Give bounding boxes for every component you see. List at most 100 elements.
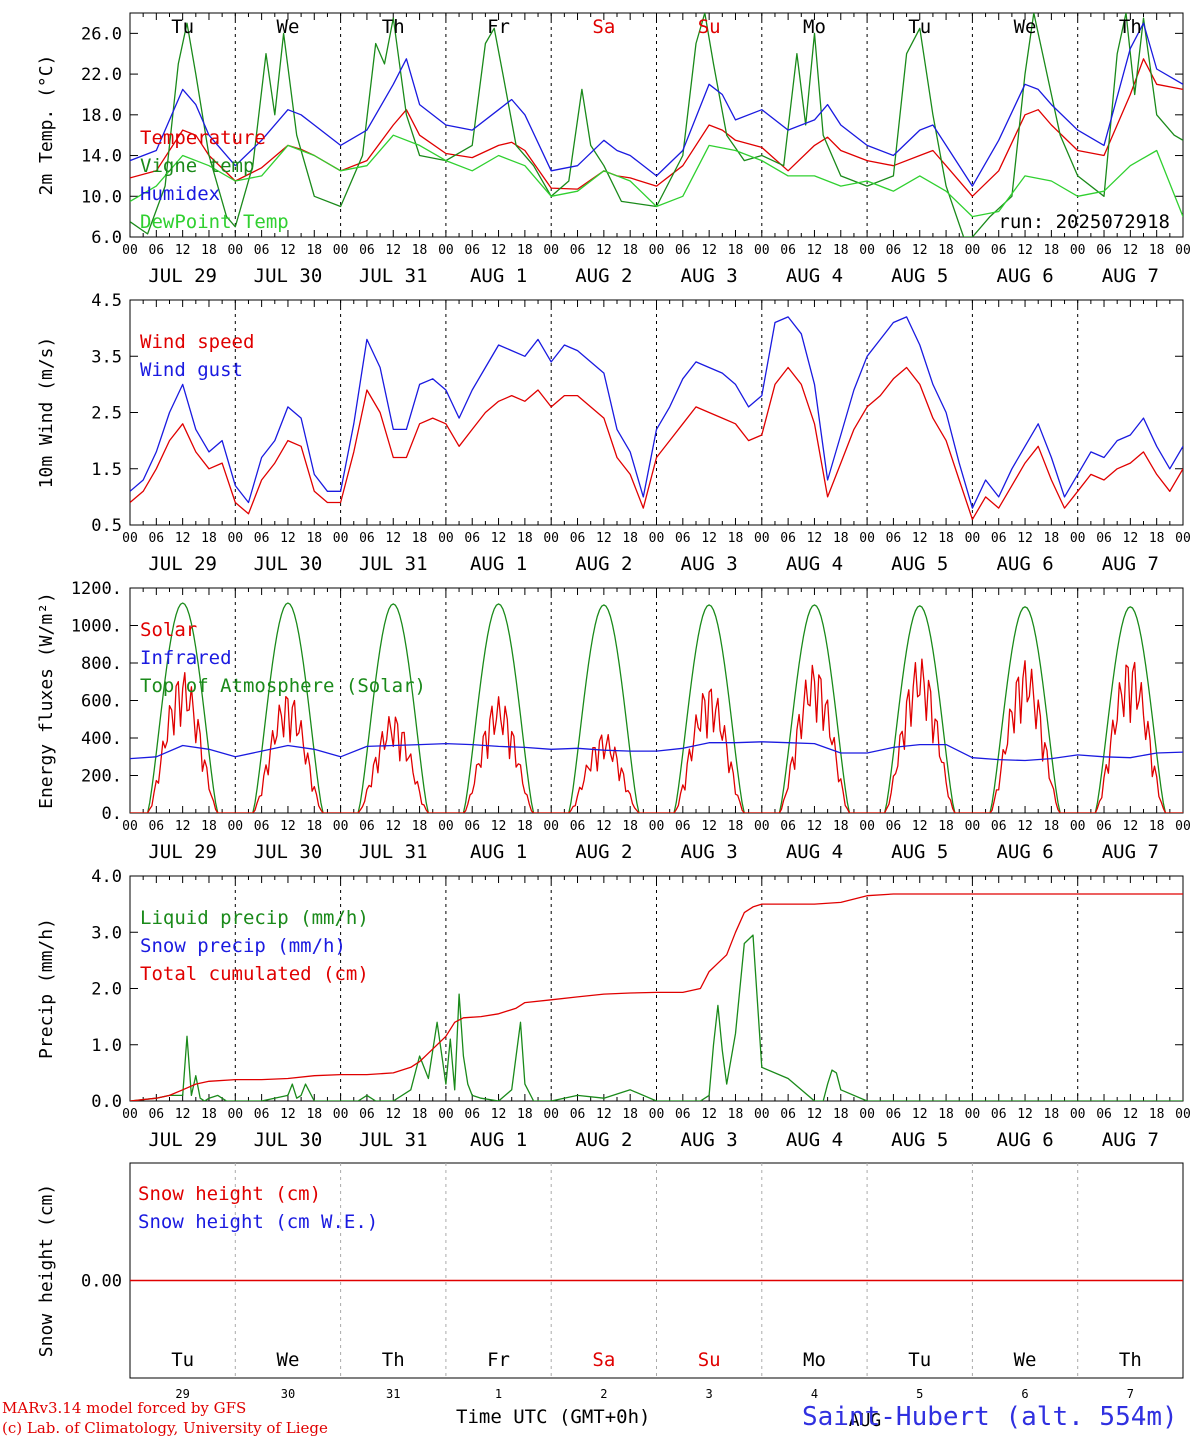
- day-number-label: 30: [281, 1387, 295, 1401]
- hour-tick-label: 00: [754, 819, 770, 834]
- weekday-label-top: Tu: [171, 16, 194, 38]
- hour-tick-label: 06: [1096, 531, 1112, 546]
- day-label: JUL 31: [359, 1129, 428, 1151]
- hour-tick-label: 18: [201, 819, 217, 834]
- legend-entry: Wind speed: [140, 331, 254, 353]
- day-label: AUG 5: [891, 265, 948, 287]
- series-wind-speed: [130, 366, 1183, 521]
- y-axis-label-1: 10m Wind (m/s): [36, 337, 57, 489]
- day-number-label: 7: [1127, 1387, 1134, 1401]
- hour-tick-label: 06: [464, 1107, 480, 1122]
- hour-tick-label: 12: [596, 1107, 612, 1122]
- day-label: JUL 29: [148, 841, 217, 863]
- hour-tick-label: 00: [227, 819, 243, 834]
- legend-entry: Vigne temp: [140, 155, 254, 177]
- hour-tick-label: 00: [438, 531, 454, 546]
- legend-entry: Top of Atmosphere (Solar): [140, 675, 426, 697]
- hour-tick-label: 12: [596, 531, 612, 546]
- hour-tick-label: 12: [491, 1107, 507, 1122]
- hour-tick-label: 18: [306, 1107, 322, 1122]
- hour-tick-label: 18: [938, 531, 954, 546]
- hour-tick-label: 18: [412, 1107, 428, 1122]
- y-tick-label: 0.00: [81, 1272, 122, 1292]
- hour-tick-label: 12: [912, 243, 928, 258]
- hour-tick-label: 00: [543, 1107, 559, 1122]
- hour-tick-label: 06: [359, 1107, 375, 1122]
- hour-tick-label: 00: [649, 243, 665, 258]
- hour-tick-label: 18: [201, 531, 217, 546]
- legend-entry: Humidex: [140, 183, 220, 205]
- hour-tick-label: 00: [227, 243, 243, 258]
- y-tick-label: 0.0: [91, 1092, 122, 1112]
- hour-tick-label: 06: [886, 243, 902, 258]
- hour-tick-label: 18: [938, 819, 954, 834]
- hour-tick-label: 06: [886, 531, 902, 546]
- day-number-label: 4: [811, 1387, 818, 1401]
- series-solar: [130, 658, 1183, 813]
- hour-tick-label: 18: [622, 1107, 638, 1122]
- hour-tick-label: 18: [517, 819, 533, 834]
- hour-tick-label: 12: [701, 243, 717, 258]
- hour-tick-label: 12: [385, 1107, 401, 1122]
- hour-tick-label: 12: [491, 819, 507, 834]
- day-number-label: 6: [1021, 1387, 1028, 1401]
- hour-tick-label: 06: [780, 243, 796, 258]
- weekday-label-bottom: We: [1014, 1349, 1037, 1371]
- weekday-label-top: Mo: [803, 16, 826, 38]
- hour-tick-label: 12: [175, 819, 191, 834]
- day-label: AUG 2: [575, 265, 632, 287]
- weekday-label-top: Th: [382, 16, 405, 38]
- day-label: AUG 6: [996, 265, 1053, 287]
- hour-tick-label: 06: [675, 243, 691, 258]
- day-label: AUG 6: [996, 841, 1053, 863]
- hour-tick-label: 12: [807, 819, 823, 834]
- hour-tick-label: 00: [122, 531, 138, 546]
- weekday-label-bottom: Mo: [803, 1349, 826, 1371]
- hour-tick-label: 12: [1017, 819, 1033, 834]
- hour-tick-label: 12: [491, 243, 507, 258]
- day-label: AUG 4: [786, 265, 843, 287]
- hour-tick-label: 06: [254, 1107, 270, 1122]
- run-label: run: 2025072918: [998, 211, 1170, 233]
- month-label: AUG: [849, 1410, 882, 1431]
- hour-tick-label: 00: [649, 819, 665, 834]
- hour-tick-label: 12: [912, 531, 928, 546]
- day-label: AUG 3: [681, 265, 738, 287]
- weekday-label-bottom: Su: [698, 1349, 721, 1371]
- hour-tick-label: 00: [543, 531, 559, 546]
- y-tick-label: 14.0: [81, 147, 122, 167]
- day-label: AUG 7: [1102, 553, 1159, 575]
- weekday-label-top: Fr: [487, 16, 510, 38]
- hour-tick-label: 06: [780, 531, 796, 546]
- hour-tick-label: 12: [1017, 1107, 1033, 1122]
- hour-tick-label: 18: [412, 531, 428, 546]
- weekday-label-bottom: Th: [382, 1349, 405, 1371]
- day-number-label: 29: [175, 1387, 189, 1401]
- day-label: AUG 1: [470, 553, 527, 575]
- y-axis-label-0: 2m Temp. (°C): [36, 55, 57, 196]
- day-label: AUG 6: [996, 1129, 1053, 1151]
- y-tick-label: 800.: [81, 654, 122, 674]
- hour-tick-label: 06: [675, 819, 691, 834]
- y-tick-label: 3.5: [91, 347, 122, 367]
- hour-tick-label: 18: [833, 819, 849, 834]
- plot-area-3: [130, 893, 1183, 1101]
- legend-entry: Total cumulated (cm): [140, 963, 369, 985]
- weekday-label-bottom: Tu: [171, 1349, 194, 1371]
- hour-tick-label: 18: [1149, 243, 1165, 258]
- hour-tick-label: 12: [1017, 243, 1033, 258]
- day-label: AUG 6: [996, 553, 1053, 575]
- y-tick-label: 1.0: [91, 1036, 122, 1056]
- hour-tick-label: 00: [122, 1107, 138, 1122]
- series-infrared: [130, 741, 1183, 762]
- hour-tick-label: 06: [254, 243, 270, 258]
- lab-credit: (c) Lab. of Climatology, University of L…: [2, 1419, 328, 1437]
- day-label: AUG 3: [681, 841, 738, 863]
- weekday-label-top: Sa: [592, 16, 615, 38]
- day-label: AUG 1: [470, 265, 527, 287]
- hour-tick-label: 00: [1070, 1107, 1086, 1122]
- hour-tick-label: 06: [254, 531, 270, 546]
- y-tick-label: 4.0: [91, 867, 122, 887]
- legend-entry: Solar: [140, 619, 197, 641]
- hour-tick-label: 12: [701, 531, 717, 546]
